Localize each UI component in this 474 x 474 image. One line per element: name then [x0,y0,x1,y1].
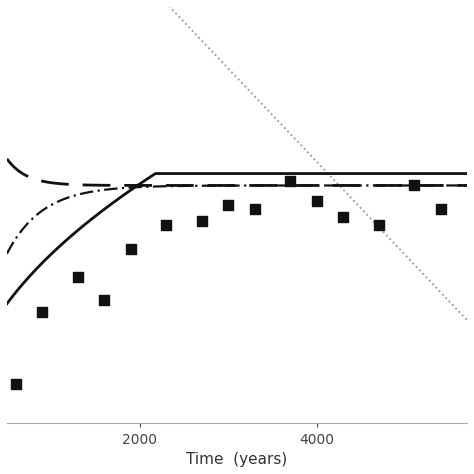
Point [224,201,232,209]
Point [286,178,294,185]
Point [74,273,82,281]
Point [38,309,46,316]
Point [375,221,383,229]
Point [251,205,258,213]
Point [410,182,418,189]
Point [339,213,347,221]
Point [313,198,320,205]
X-axis label: Time  (years): Time (years) [186,452,288,467]
Point [198,218,205,225]
Point [437,205,444,213]
Point [163,221,170,229]
Point [12,380,19,388]
Point [100,297,108,304]
Point [127,245,135,253]
